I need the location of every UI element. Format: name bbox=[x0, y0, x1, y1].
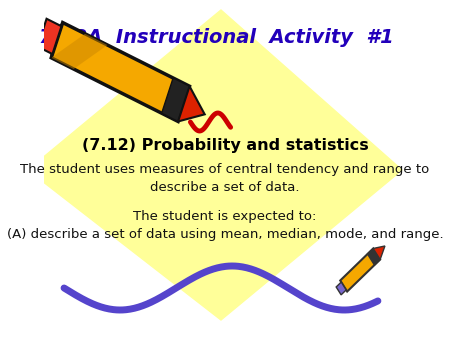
Polygon shape bbox=[368, 248, 380, 265]
Polygon shape bbox=[162, 78, 189, 121]
Polygon shape bbox=[51, 23, 63, 58]
Polygon shape bbox=[37, 19, 62, 54]
Text: The student uses measures of central tendency and range to
describe a set of dat: The student uses measures of central ten… bbox=[20, 163, 430, 194]
Polygon shape bbox=[178, 86, 205, 121]
Polygon shape bbox=[373, 246, 385, 260]
Polygon shape bbox=[51, 34, 108, 69]
Polygon shape bbox=[340, 248, 380, 291]
Polygon shape bbox=[51, 23, 189, 121]
Polygon shape bbox=[336, 282, 346, 295]
Polygon shape bbox=[28, 10, 402, 320]
Text: The student is expected to:
(A) describe a set of data using mean, median, mode,: The student is expected to: (A) describe… bbox=[7, 210, 443, 241]
Text: 7.12A  Instructional  Activity  #1: 7.12A Instructional Activity #1 bbox=[39, 28, 394, 47]
Text: (7.12) Probability and statistics: (7.12) Probability and statistics bbox=[81, 138, 369, 153]
